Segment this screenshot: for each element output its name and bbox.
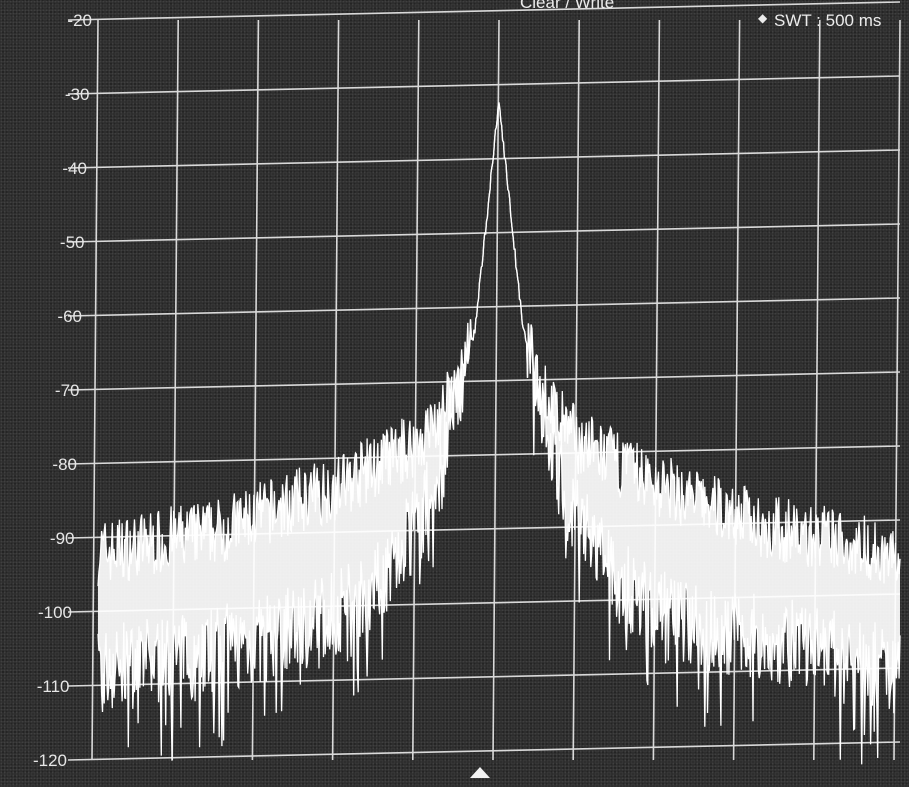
grid-line-horizontal — [67, 667, 901, 687]
y-tick-label: -120 — [33, 751, 67, 770]
y-tick-label: -50 — [60, 233, 85, 252]
y-tick-label: -80 — [52, 455, 77, 474]
grid-line-horizontal — [67, 149, 901, 169]
grid-line-horizontal — [67, 371, 901, 391]
y-tick-label: -70 — [55, 381, 80, 400]
grid-line-horizontal — [67, 75, 901, 95]
grid-line-horizontal — [67, 445, 901, 465]
trace-max-hold — [97, 102, 901, 587]
y-tick-label: -40 — [62, 159, 87, 178]
y-tick-label: -30 — [65, 85, 90, 104]
grid-line-vertical — [492, 19, 500, 761]
diamond-icon: ◆ — [758, 11, 768, 25]
grid-line-horizontal — [67, 223, 901, 243]
y-tick-labels: -20 -30 -40 -50 -60 -70 -80 -90 -100 -110 -120 — [33, 11, 92, 770]
y-tick-label: -110 — [37, 677, 70, 696]
grid — [67, 1, 901, 761]
y-tick-label: -100 — [38, 603, 72, 622]
traces — [97, 102, 901, 765]
y-tick-label: -60 — [57, 307, 82, 326]
y-tick-label: -20 — [67, 11, 92, 30]
trace-mode-label: Clear / Write — [520, 0, 614, 12]
center-frequency-marker-icon — [470, 767, 490, 778]
grid-line-horizontal — [67, 297, 901, 317]
grid-line-vertical — [412, 19, 420, 761]
grid-line-vertical — [732, 19, 741, 761]
grid-line-horizontal — [67, 1, 901, 21]
grid-line-vertical — [652, 19, 661, 761]
grid-line-horizontal — [67, 741, 901, 761]
y-tick-label: -90 — [50, 529, 75, 548]
sweep-time-label: SWT : 500 ms — [774, 11, 881, 30]
grid-line-vertical — [572, 19, 580, 761]
trace-band — [98, 102, 900, 765]
trace-clear-write — [97, 105, 901, 765]
